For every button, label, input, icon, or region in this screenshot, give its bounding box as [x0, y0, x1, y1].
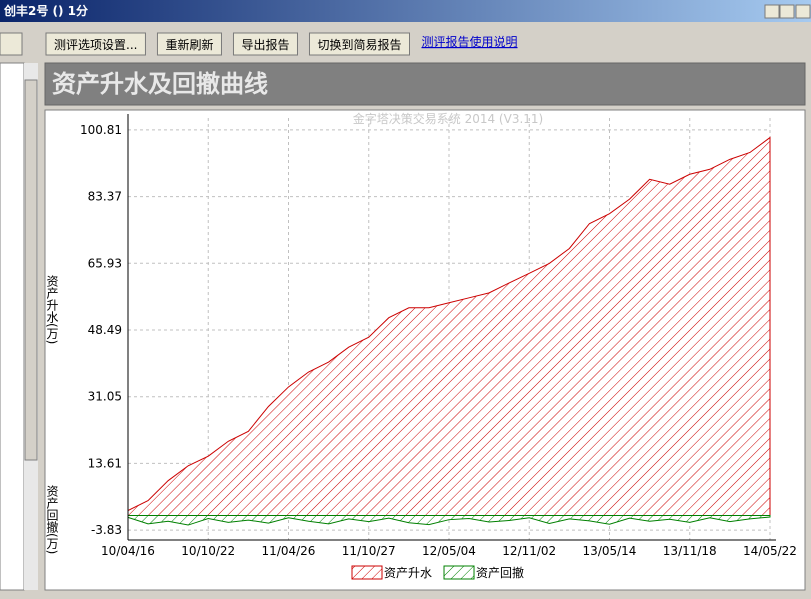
toolbar: 测评选项设置... 重新刷新 导出报告 切换到简易报告 测评报告使用说明	[45, 32, 518, 56]
legend-label: 资产升水	[384, 566, 432, 580]
x-tick-label: 11/04/26	[262, 544, 316, 558]
button-label[interactable]: 导出报告	[241, 37, 289, 52]
y-axis-label: 资产回撤(万)	[45, 485, 59, 555]
legend-swatch	[443, 565, 475, 580]
button-label[interactable]: 测评选项设置...	[54, 38, 137, 52]
y-tick-label: 13.61	[88, 456, 122, 470]
watermark: 金字塔决策交易系统 2014 (V3.11)	[353, 111, 543, 126]
title-bar	[0, 0, 811, 22]
y-tick-label: 100.81	[80, 123, 122, 137]
toolbar-button[interactable]	[308, 32, 410, 56]
side-button[interactable]	[0, 32, 23, 56]
button-label[interactable]: 切换到简易报告	[317, 37, 401, 52]
x-tick-label: 11/10/27	[342, 544, 396, 558]
x-tick-label: 13/11/18	[663, 544, 717, 558]
close-button[interactable]	[795, 4, 811, 19]
side-panel	[0, 62, 25, 591]
minimize-button[interactable]	[764, 4, 780, 19]
toolbar-button[interactable]	[156, 32, 222, 56]
x-tick-label: 10/04/16	[101, 544, 155, 558]
x-tick-label: 12/05/04	[422, 544, 476, 558]
window-controls[interactable]	[764, 4, 811, 19]
x-tick-label: 13/05/14	[583, 544, 637, 558]
y-tick-label: 83.37	[88, 190, 122, 204]
legend-swatch	[351, 565, 383, 580]
area-fill	[127, 514, 771, 526]
x-tick-label: 14/05/22	[743, 544, 797, 558]
panel-header	[44, 62, 806, 106]
legend-label: 资产回撤	[476, 565, 524, 580]
toolbar-button[interactable]	[45, 32, 146, 56]
area-fill	[127, 136, 771, 516]
toolbar-button[interactable]	[232, 32, 298, 56]
y-tick-label: -3.83	[91, 523, 122, 537]
panel-title: 资产升水及回撤曲线	[52, 70, 268, 98]
y-tick-label: 31.05	[88, 390, 122, 404]
y-tick-label: 48.49	[88, 323, 122, 337]
window-title: 创丰2号 () 1分	[3, 3, 88, 18]
scroll-thumb[interactable]	[24, 79, 38, 461]
x-tick-label: 12/11/02	[502, 544, 556, 558]
y-tick-label: 65.93	[88, 256, 122, 270]
help-link[interactable]: 测评报告使用说明	[422, 34, 518, 49]
maximize-button[interactable]	[779, 4, 795, 19]
y-axis-label: 资产升水(万)	[45, 275, 59, 345]
button-label[interactable]: 重新刷新	[165, 37, 213, 52]
x-tick-label: 10/10/22	[181, 544, 235, 558]
